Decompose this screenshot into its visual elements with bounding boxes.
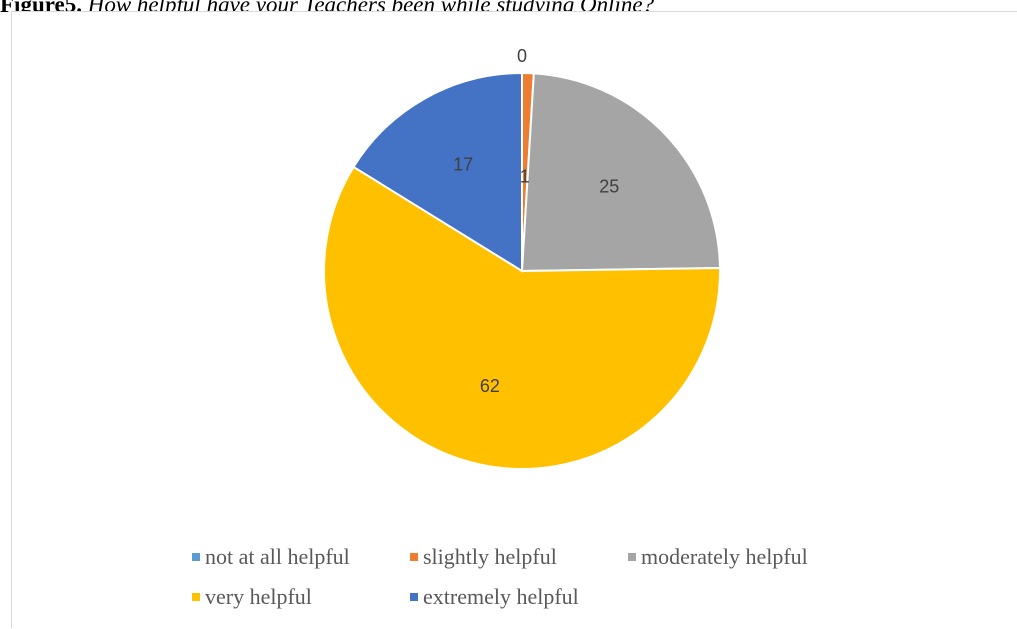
legend-item-not-at-all-helpful: not at all helpful bbox=[192, 544, 350, 570]
legend-label-very-helpful: very helpful bbox=[205, 584, 312, 609]
legend-item-very-helpful: very helpful bbox=[192, 584, 312, 610]
legend-item-moderately-helpful: moderately helpful bbox=[628, 544, 808, 570]
pie-slices bbox=[323, 71, 721, 470]
data-label-slightly-helpful: 1 bbox=[520, 167, 530, 187]
legend-label-not-at-all-helpful: not at all helpful bbox=[205, 544, 350, 569]
chart-area: 0 1 25 62 17 not at all helpful slightly hel… bbox=[11, 11, 1017, 628]
data-label-very-helpful: 62 bbox=[480, 376, 500, 396]
legend-swatch-not-at-all-helpful bbox=[192, 553, 200, 561]
pie-slice-moderately-helpful bbox=[520, 72, 721, 273]
legend-swatch-slightly-helpful bbox=[410, 553, 418, 561]
legend-swatch-moderately-helpful bbox=[628, 553, 636, 561]
legend-swatch-very-helpful bbox=[192, 593, 200, 601]
data-label-moderately-helpful: 25 bbox=[599, 176, 619, 196]
data-label-extremely-helpful: 17 bbox=[453, 154, 473, 174]
legend-label-moderately-helpful: moderately helpful bbox=[641, 544, 808, 569]
legend-swatch-extremely-helpful bbox=[410, 593, 418, 601]
legend-label-extremely-helpful: extremely helpful bbox=[423, 584, 579, 609]
pie-chart: 0 1 25 62 17 bbox=[323, 46, 721, 470]
legend-label-slightly-helpful: slightly helpful bbox=[423, 544, 557, 569]
pie-slice-very-helpful bbox=[323, 165, 721, 470]
data-label-not-at-all-helpful: 0 bbox=[517, 46, 527, 66]
legend-item-extremely-helpful: extremely helpful bbox=[410, 584, 579, 610]
legend-item-slightly-helpful: slightly helpful bbox=[410, 544, 557, 570]
pie-slice-extremely-helpful bbox=[352, 71, 523, 273]
pie-data-labels: 0 1 25 62 17 bbox=[453, 46, 619, 396]
